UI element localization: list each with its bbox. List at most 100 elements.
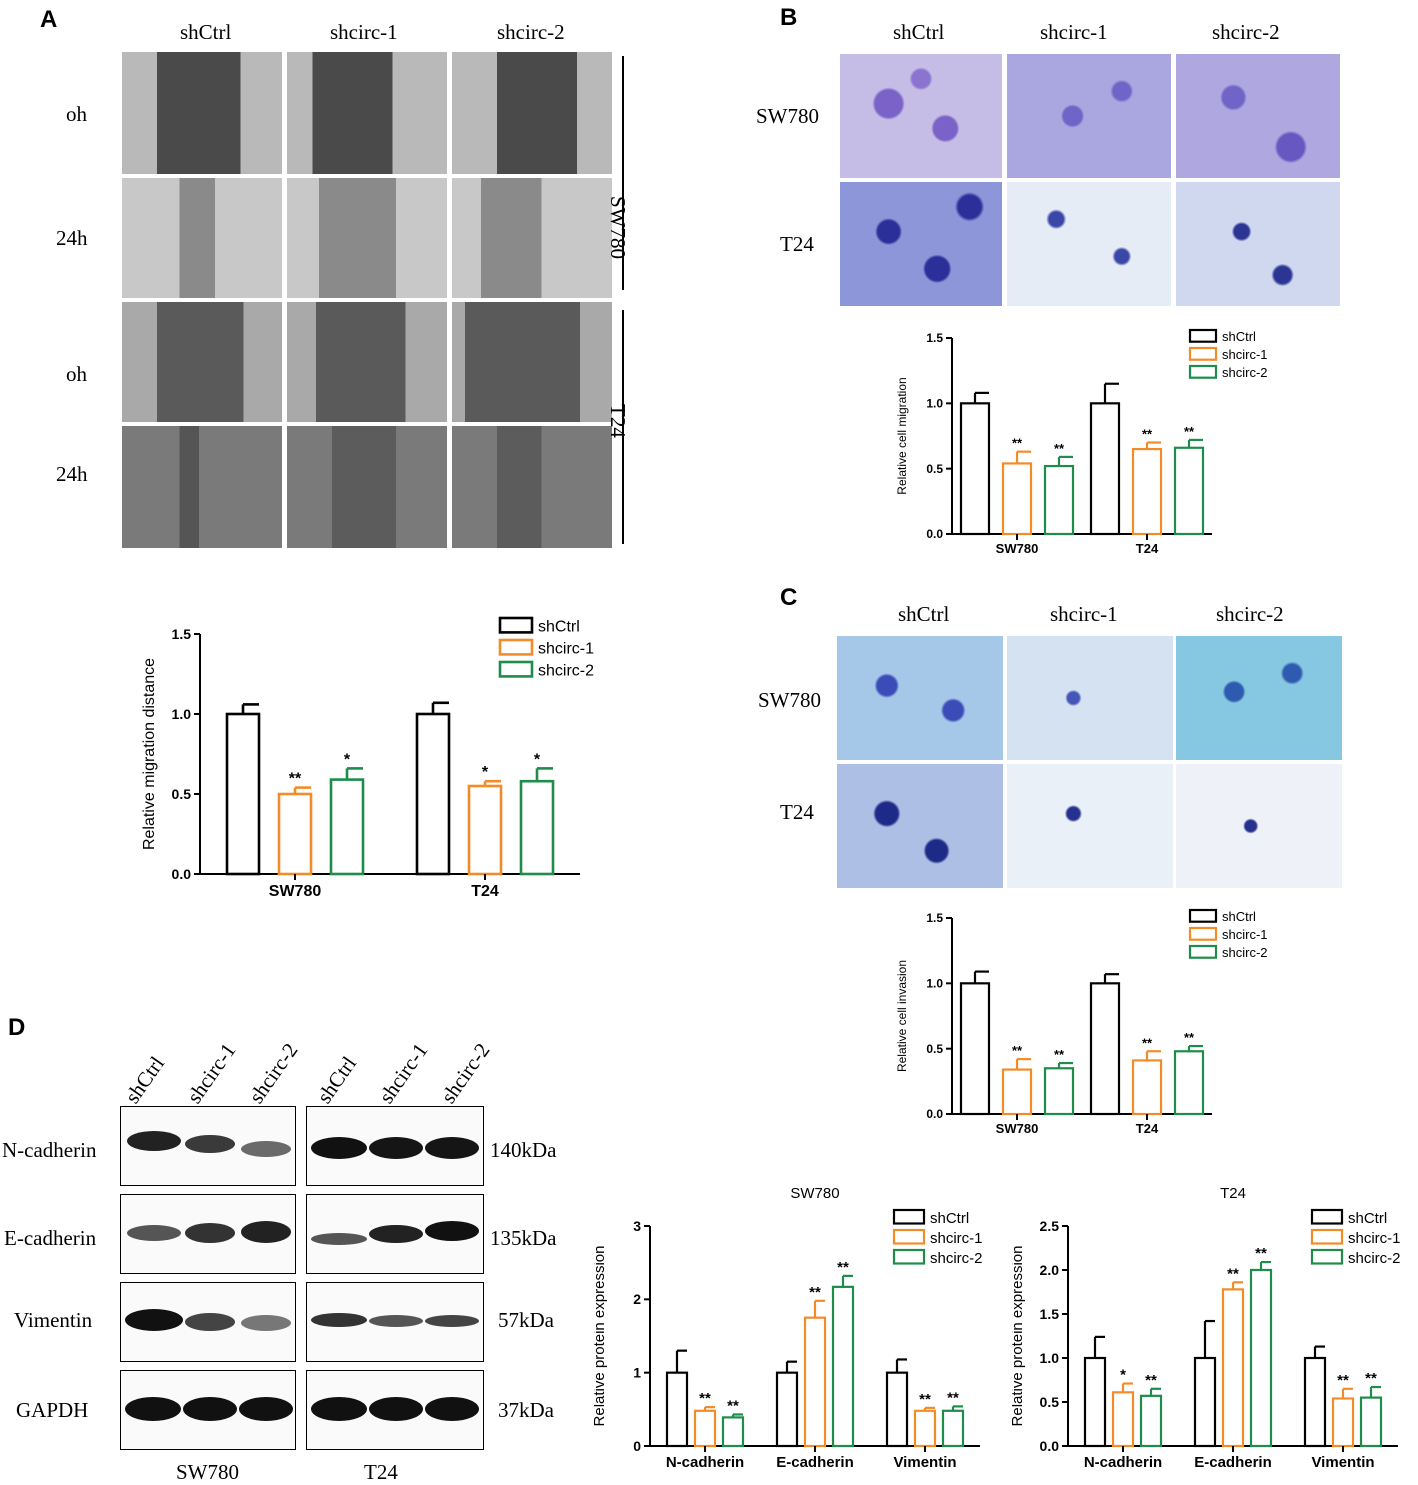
x-tick-label: T24 — [1136, 1121, 1159, 1136]
bar — [913, 1409, 937, 1448]
panel-a-cell-line-label: SW780 — [606, 196, 630, 259]
blot-ecadherin-sw780 — [120, 1194, 296, 1274]
legend-swatch — [1188, 364, 1218, 379]
legend-label: shCtrl — [538, 619, 580, 636]
legend-swatch — [498, 660, 534, 678]
legend-label: shcirc-2 — [930, 1250, 983, 1267]
panel-a-row-label: oh — [66, 102, 87, 126]
bar — [1111, 1391, 1135, 1448]
y-tick-label: 2 — [633, 1291, 641, 1307]
legend-label: shcirc-1 — [1222, 347, 1268, 362]
invasion-image-sw780-shcirc2 — [1176, 636, 1342, 760]
bar — [1089, 982, 1121, 1116]
legend-swatch — [892, 1208, 926, 1225]
legend-label: shcirc-2 — [538, 663, 594, 680]
y-axis-label: Relative migration distance — [141, 658, 158, 850]
bar — [1089, 402, 1121, 536]
significance-label: ** — [1012, 1043, 1023, 1058]
bar — [415, 712, 451, 876]
chart-d-t24: T24 0.0 0.5 1.0 1.5 2.0 2.5 Relative protein ex… — [1012, 1185, 1401, 1471]
panel-c-col-label: shcirc-1 — [1050, 602, 1118, 626]
y-tick-label: 1.0 — [172, 706, 192, 722]
significance-label: ** — [1054, 1047, 1065, 1062]
bar — [1331, 1397, 1355, 1448]
legend-swatch — [1188, 926, 1218, 941]
significance-label: ** — [1145, 1372, 1157, 1389]
y-tick-label: 1 — [633, 1365, 641, 1381]
legend-label: shcirc-2 — [1222, 365, 1268, 380]
bar — [277, 792, 313, 876]
significance-label: ** — [1365, 1370, 1377, 1387]
legend-swatch — [498, 616, 534, 634]
significance-label: ** — [1184, 424, 1195, 439]
legend-swatch — [1188, 908, 1218, 923]
x-tick-label: E-cadherin — [776, 1454, 854, 1471]
blot-size-label: 57kDa — [498, 1308, 554, 1332]
panel-b-col-label: shCtrl — [893, 20, 945, 44]
bar — [1131, 447, 1163, 536]
panel-c-row-label: SW780 — [758, 688, 821, 712]
x-tick-label: SW780 — [996, 541, 1039, 556]
bar — [329, 778, 365, 876]
invasion-image-t24-shcirc2 — [1176, 764, 1342, 888]
panel-a-col-label: shcirc-1 — [330, 20, 398, 44]
y-tick-label: 0.0 — [926, 1107, 943, 1121]
y-tick-label: 1.5 — [926, 911, 943, 925]
x-tick-label: E-cadherin — [1194, 1454, 1272, 1471]
y-tick-label: 2.5 — [1040, 1218, 1060, 1234]
legend-label: shcirc-1 — [1348, 1230, 1401, 1247]
x-tick-label: T24 — [471, 883, 499, 900]
blot-vimentin-sw780 — [120, 1282, 296, 1362]
y-tick-label: 0.5 — [172, 786, 192, 802]
chart-title: SW780 — [790, 1185, 839, 1202]
bar — [693, 1409, 717, 1448]
significance-label: ** — [919, 1391, 931, 1408]
legend-swatch — [1188, 328, 1218, 343]
bar — [1173, 1050, 1205, 1116]
y-tick-label: 1.0 — [926, 397, 943, 411]
bar — [721, 1416, 745, 1448]
blot-gapdh-t24 — [306, 1370, 484, 1450]
wound-image-sw780-0h-shcirc2 — [452, 52, 612, 174]
significance-label: ** — [837, 1259, 849, 1276]
y-tick-label: 1.5 — [1040, 1306, 1060, 1322]
significance-label: ** — [1054, 441, 1065, 456]
chart-title: T24 — [1220, 1185, 1246, 1202]
y-tick-label: 2.0 — [1040, 1262, 1060, 1278]
panel-c-col-label: shcirc-2 — [1216, 602, 1284, 626]
legend-label: shcirc-1 — [1222, 927, 1268, 942]
panel-c-col-label: shCtrl — [898, 602, 950, 626]
bar — [1083, 1356, 1107, 1448]
blot-cell-line-label: T24 — [364, 1460, 398, 1484]
bar — [803, 1316, 827, 1448]
bar — [1131, 1059, 1163, 1116]
blot-size-label: 135kDa — [490, 1226, 557, 1250]
x-tick-label: SW780 — [269, 883, 322, 900]
y-tick-label: 1.5 — [926, 331, 943, 345]
panel-c-row-label: T24 — [780, 800, 814, 824]
y-tick-label: 0.5 — [1040, 1394, 1060, 1410]
wound-image-t24-24h-shctrl — [122, 426, 282, 548]
y-axis-label: Relative protein expression — [1012, 1246, 1026, 1427]
y-tick-label: 0.0 — [1040, 1438, 1060, 1454]
panel-a-row-label: 24h — [56, 462, 88, 486]
y-tick-label: 3 — [633, 1218, 641, 1234]
bar — [1139, 1394, 1163, 1448]
x-tick-label: Vimentin — [1311, 1454, 1374, 1471]
legend-label: shCtrl — [1222, 909, 1256, 924]
significance-label: ** — [1337, 1372, 1349, 1389]
panel-b-col-label: shcirc-1 — [1040, 20, 1108, 44]
bar — [1249, 1268, 1273, 1448]
wound-image-sw780-0h-shctrl — [122, 52, 282, 174]
invasion-image-t24-shctrl — [837, 764, 1003, 888]
bar — [1221, 1288, 1245, 1448]
invasion-image-sw780-shcirc1 — [1007, 636, 1173, 760]
significance-label: * — [482, 764, 489, 781]
blot-protein-label: E-cadherin — [4, 1226, 97, 1250]
bar — [225, 712, 261, 876]
y-tick-label: 1.0 — [926, 977, 943, 991]
y-axis-label: Relative protein expression — [594, 1246, 608, 1427]
panel-a-col-label: shcirc-2 — [497, 20, 565, 44]
significance-label: * — [534, 751, 541, 768]
chart-a: 0.0 0.5 1.0 1.5 Relative migration distance *… — [141, 616, 594, 900]
